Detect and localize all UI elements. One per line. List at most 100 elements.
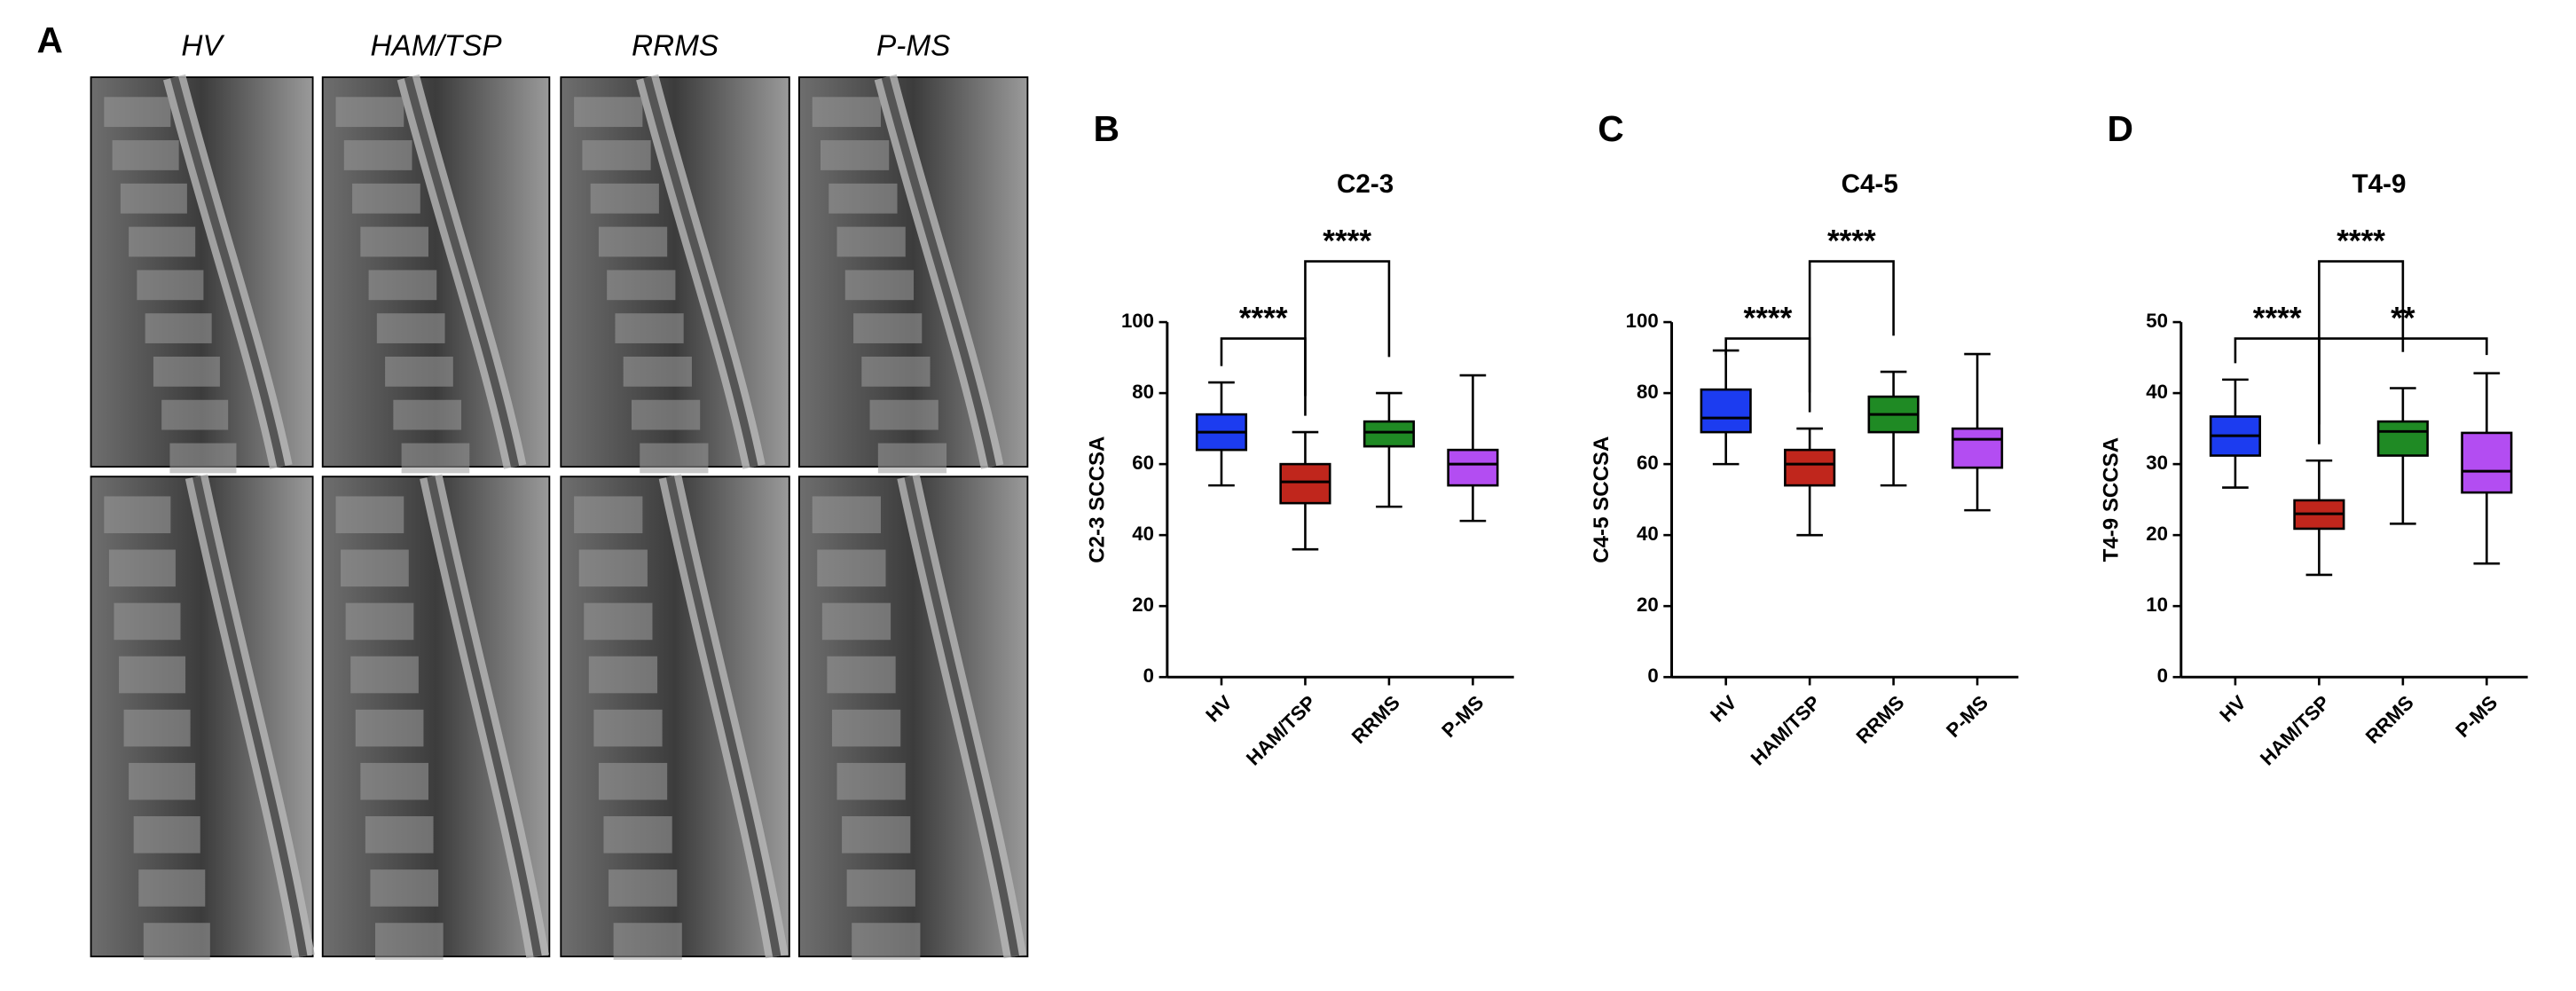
mri-canal (427, 476, 542, 957)
significance-bracket (1220, 337, 1307, 397)
x-tick-label: P-MS (1437, 691, 1488, 742)
significance-bracket (2234, 337, 2321, 425)
mri-vertebra (355, 709, 424, 747)
x-tick-label: HAM/TSP (1242, 691, 1321, 770)
y-tick-label: 20 (1132, 594, 1154, 616)
x-tick-label: HV (2215, 691, 2250, 727)
mri-vertebra (385, 356, 453, 387)
significance-label: **** (1744, 302, 1793, 336)
mri-vertebra (593, 709, 663, 747)
mri-vertebra (578, 549, 648, 587)
panel-label: A (36, 20, 62, 60)
mri-vertebra (374, 923, 444, 960)
mri-vertebra (615, 313, 684, 343)
mri-vertebra (335, 496, 404, 534)
y-tick-label: 100 (1121, 310, 1154, 332)
mri-vertebra (598, 226, 668, 257)
mri-vertebra (169, 443, 237, 474)
panel-label: B (1094, 108, 1119, 149)
y-tick-label: 0 (1143, 665, 1154, 687)
mri-vertebra (590, 183, 659, 214)
mri-vertebra (104, 97, 171, 128)
mri-vertebra (352, 183, 420, 214)
y-tick-label: 80 (1132, 381, 1154, 403)
box (1784, 448, 1836, 487)
mri-vertebra (145, 313, 212, 343)
significance-label: **** (1827, 224, 1876, 258)
mri-vertebra (153, 356, 220, 387)
x-tick-label: RRMS (1852, 691, 1909, 748)
mri-vertebra (613, 923, 682, 960)
x-tick-label: HAM/TSP (1747, 691, 1826, 770)
significance-label: **** (1323, 224, 1371, 258)
significance-bracket (1304, 260, 1391, 416)
chart-title: C4-5 (1842, 169, 1898, 199)
significance-label: ** (2391, 302, 2415, 336)
mri-vertebra (812, 496, 881, 534)
mri-vertebra (343, 140, 412, 170)
mri-vertebra (842, 816, 911, 853)
y-axis-label: C4-5 SCCSA (1590, 437, 1614, 563)
box (1447, 448, 1499, 487)
mri-vertebra (607, 270, 676, 301)
mri-vertebra (138, 869, 206, 907)
mri-vertebra (345, 602, 414, 641)
mri-vertebra (350, 656, 419, 694)
column-label: HAM/TSP (370, 30, 502, 63)
y-tick-label: 0 (1647, 665, 1658, 687)
box (1363, 420, 1416, 448)
mri-vertebra (869, 399, 939, 430)
mri-vertebra (120, 183, 187, 214)
mri-canal (904, 476, 1019, 957)
significance-label: **** (2253, 302, 2302, 336)
column-label: HV (181, 30, 224, 63)
box (2461, 431, 2513, 494)
mri-vertebra (598, 762, 668, 800)
mri-canal (404, 75, 520, 468)
y-tick-label: 50 (2146, 310, 2168, 332)
significance-bracket (1808, 260, 1895, 413)
mri-vertebra (341, 549, 409, 587)
x-tick-label: P-MS (1942, 691, 1992, 742)
chart-title: C2-3 (1337, 169, 1394, 199)
y-tick-label: 60 (1132, 452, 1154, 474)
significance-bracket (1724, 337, 1811, 393)
box (1279, 462, 1331, 505)
mri-vertebra (829, 183, 898, 214)
mri-vertebra (368, 270, 437, 301)
y-tick-label: 60 (1637, 452, 1659, 474)
significance-bracket (2318, 260, 2405, 444)
mri-vertebra (603, 816, 672, 853)
mri-vertebra (129, 762, 196, 800)
mri-vertebra (123, 709, 191, 747)
box (2376, 420, 2429, 457)
mri-canal (665, 476, 781, 957)
y-axis-label: C2-3 SCCSA (1085, 437, 1109, 563)
mri-vertebra (820, 140, 890, 170)
mri-vertebra (365, 816, 434, 853)
mri-vertebra (360, 762, 429, 800)
box (1700, 388, 1752, 434)
y-tick-label: 40 (2146, 381, 2168, 403)
y-tick-label: 0 (2157, 665, 2168, 687)
y-tick-label: 40 (1637, 523, 1659, 545)
mri-vertebra (609, 869, 678, 907)
y-tick-label: 80 (1637, 381, 1659, 403)
mri-canal (192, 476, 308, 957)
x-tick-label: RRMS (2361, 691, 2418, 748)
significance-bracket (2318, 337, 2488, 444)
mri-canal (881, 75, 997, 468)
x-tick-label: HAM/TSP (2256, 691, 2335, 770)
mri-vertebra (401, 443, 470, 474)
chart-title: T4-9 (2352, 169, 2407, 199)
column-label: RRMS (632, 30, 719, 63)
mri-vertebra (104, 496, 171, 534)
x-tick-label: HV (1706, 691, 1741, 727)
mri-vertebra (588, 656, 658, 694)
mri-vertebra (393, 399, 462, 430)
mri-vertebra (853, 313, 923, 343)
mri-vertebra (108, 549, 176, 587)
mri-vertebra (370, 869, 439, 907)
mri-vertebra (119, 656, 186, 694)
mri-vertebra (360, 226, 429, 257)
